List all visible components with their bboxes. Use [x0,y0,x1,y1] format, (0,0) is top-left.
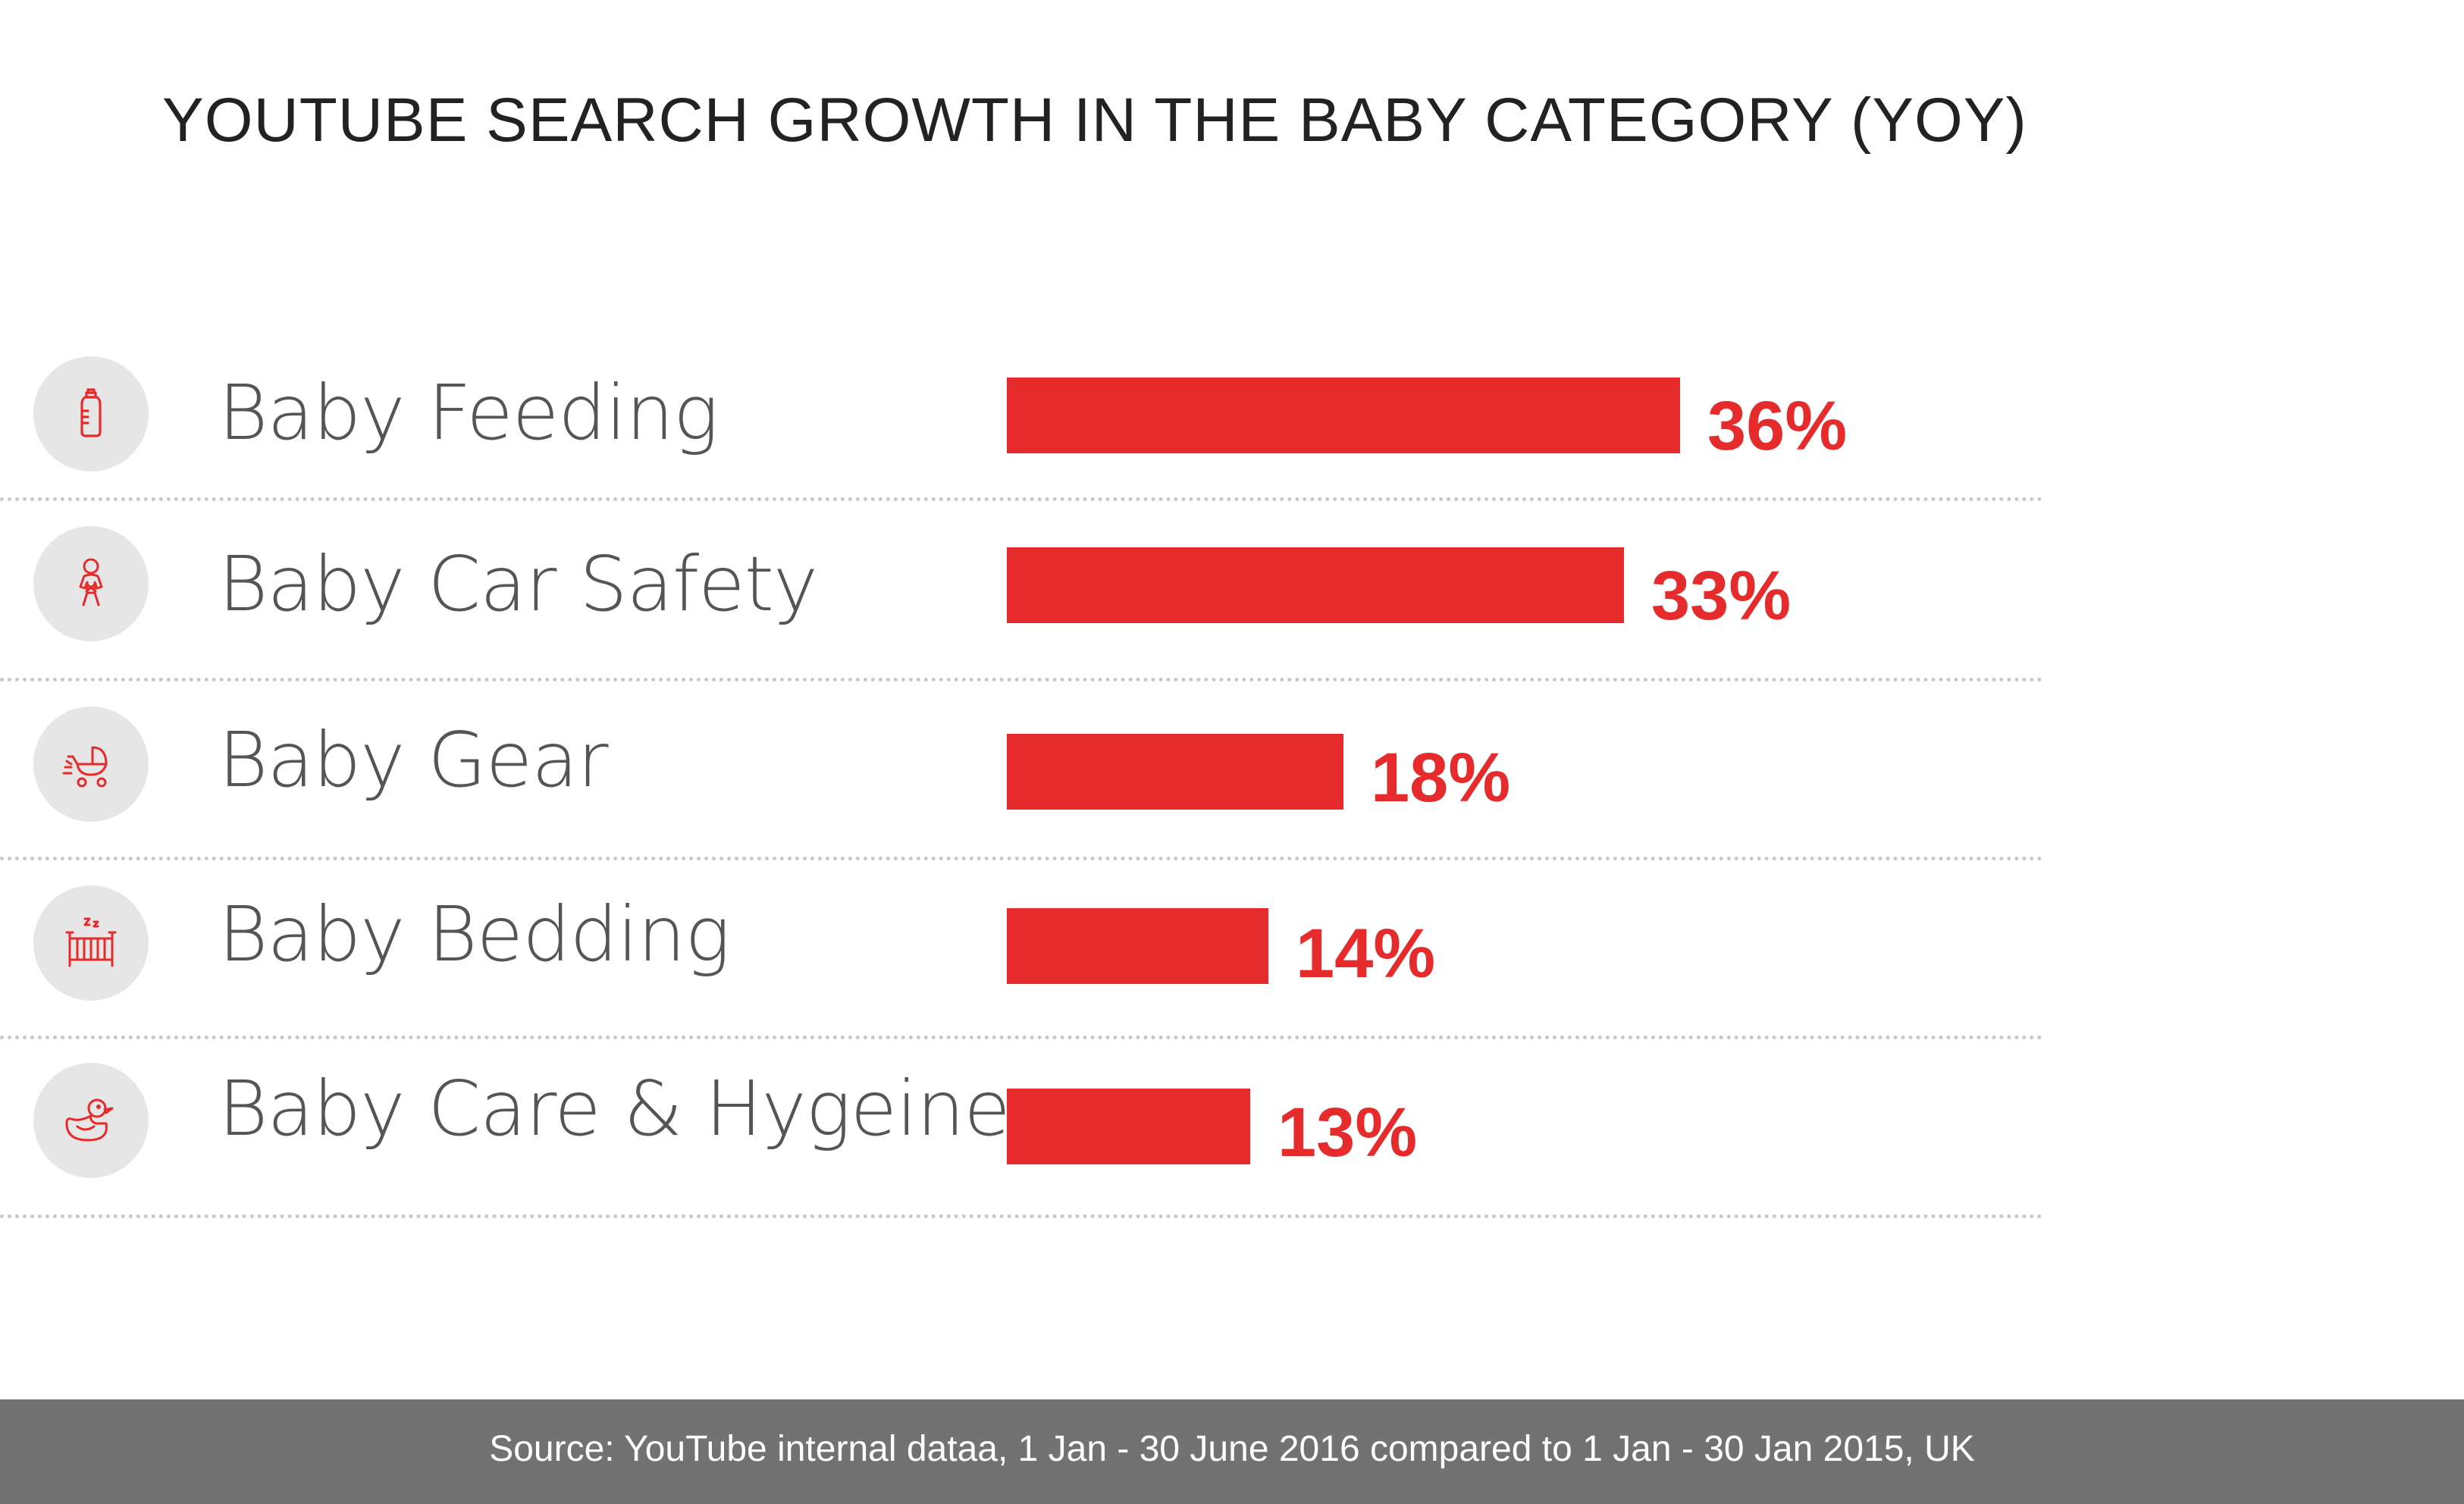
source-footer: Source: YouTube internal dataa, 1 Jan - … [0,1399,2464,1504]
bar-baby-car-safety [1007,547,1624,623]
value-label-baby-bedding: 14% [1296,915,1436,992]
bar-baby-bedding [1007,908,1268,984]
baby-stroller-icon [33,707,149,822]
value-label-baby-gear: 18% [1371,739,1511,816]
category-label-baby-feeding: Baby Feeding [218,368,719,457]
row-divider [0,1214,2043,1218]
value-label-baby-feeding: 36% [1707,387,1848,465]
chart-title: YOUTUBE SEARCH GROWTH IN THE BABY CATEGO… [162,86,2027,155]
baby-crib-icon [33,885,149,1001]
source-text: Source: YouTube internal dataa, 1 Jan - … [489,1429,1975,1469]
value-label-baby-car-safety: 33% [1651,557,1792,634]
baby-car-seat-icon [33,526,149,641]
bar-baby-gear [1007,734,1343,810]
category-label-baby-care-and-hygeine: Baby Care & Hygeine [218,1064,1011,1153]
row-divider [0,678,2043,682]
baby-bottle-icon [33,356,149,472]
category-label-baby-car-safety: Baby Car Safety [218,540,818,628]
bar-baby-feeding [1007,378,1680,453]
rubber-duck-icon [33,1063,149,1178]
value-label-baby-care-and-hygeine: 13% [1277,1094,1418,1171]
row-divider [0,1036,2043,1039]
category-label-baby-bedding: Baby Bedding [218,890,730,979]
row-divider [0,857,2043,860]
bar-baby-care-and-hygeine [1007,1089,1250,1164]
category-label-baby-gear: Baby Gear [218,716,609,804]
row-divider [0,497,2043,501]
